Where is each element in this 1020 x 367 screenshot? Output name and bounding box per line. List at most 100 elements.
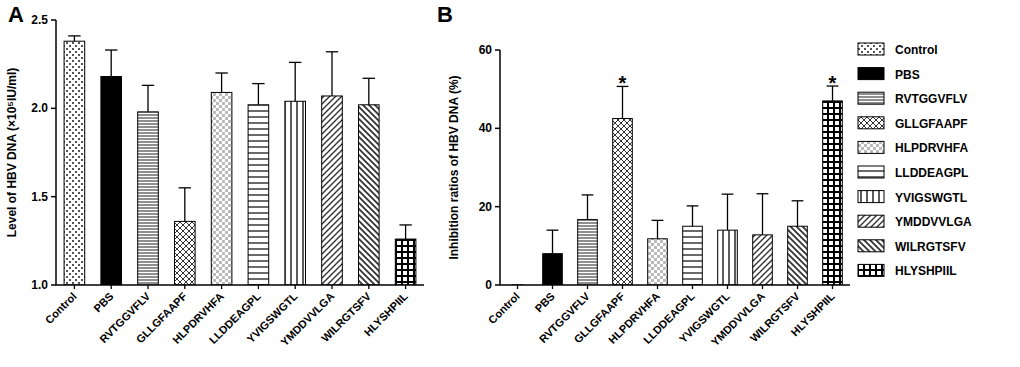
tick-label: 1.0 bbox=[31, 278, 48, 292]
error-bar bbox=[757, 194, 769, 235]
tick bbox=[405, 285, 406, 289]
bars bbox=[64, 36, 416, 285]
tick bbox=[495, 128, 500, 130]
legend-label: GLLGFAAPF bbox=[895, 117, 968, 131]
tick bbox=[51, 108, 56, 110]
tick bbox=[587, 285, 588, 289]
tick bbox=[295, 285, 296, 289]
tick bbox=[51, 19, 56, 21]
bar bbox=[648, 239, 668, 285]
axis-label: Inhibition ratios of HBV DNA (%) bbox=[447, 75, 461, 259]
tick bbox=[111, 285, 112, 289]
tick bbox=[622, 285, 623, 289]
tick-label: PBS bbox=[91, 290, 115, 314]
legend-label: YMDDVVLGA bbox=[895, 215, 972, 229]
tick-label: 2.5 bbox=[31, 13, 48, 27]
bar bbox=[285, 101, 306, 285]
error-bar bbox=[792, 201, 804, 226]
y-axis bbox=[55, 20, 57, 285]
error-bar bbox=[652, 220, 664, 238]
tick-label: 2.0 bbox=[31, 101, 48, 115]
tick bbox=[221, 285, 222, 289]
figure: A Level of HBV DNA (×10⁵IU/ml) 1.0 1.5 2.0 2.… bbox=[0, 0, 1020, 367]
tick bbox=[147, 285, 148, 289]
legend-label: YVIGSWGTL bbox=[895, 191, 967, 205]
legend-swatch bbox=[858, 43, 884, 55]
tick-label: 60 bbox=[479, 43, 493, 57]
bar bbox=[358, 105, 379, 285]
legend-swatch bbox=[858, 141, 884, 153]
tick bbox=[258, 285, 259, 289]
bar bbox=[64, 41, 85, 285]
tick-label: PBS bbox=[532, 290, 556, 314]
tick-label: WILRGTSFV bbox=[319, 289, 374, 344]
panel-label: B bbox=[437, 2, 453, 27]
legend-swatch bbox=[858, 92, 884, 104]
bar bbox=[322, 96, 343, 285]
legend-swatch bbox=[858, 191, 884, 203]
bar bbox=[823, 101, 843, 285]
error-bar bbox=[722, 194, 734, 230]
bar bbox=[138, 112, 159, 285]
bar bbox=[753, 235, 773, 285]
bar bbox=[788, 226, 808, 285]
tick bbox=[797, 285, 798, 289]
legend-label: PBS bbox=[895, 68, 920, 82]
error-bar bbox=[215, 73, 227, 92]
error-bar bbox=[105, 50, 117, 77]
tick-label: 0 bbox=[485, 278, 492, 292]
legend-label: RVTGGVFLV bbox=[895, 92, 967, 106]
legend-swatch bbox=[858, 117, 884, 129]
tick-label: Control bbox=[486, 290, 522, 326]
tick bbox=[368, 285, 369, 289]
error-bar bbox=[252, 84, 264, 105]
error-bar bbox=[179, 188, 191, 222]
panel-label: A bbox=[8, 2, 24, 27]
legend-swatch bbox=[858, 240, 884, 252]
bar bbox=[211, 92, 232, 285]
panel: BInhibition ratios of HBV DNA (%)0204060… bbox=[437, 2, 850, 348]
legend-swatch bbox=[858, 215, 884, 227]
tick bbox=[331, 285, 332, 289]
tick bbox=[832, 285, 833, 289]
tick bbox=[51, 284, 56, 286]
legend-swatch bbox=[858, 166, 884, 178]
tick bbox=[74, 285, 75, 289]
annotation: * bbox=[829, 72, 837, 94]
bars bbox=[512, 86, 843, 285]
tick-label: HLYSHPIIL bbox=[362, 290, 411, 339]
legend-label: HLYSHPIIL bbox=[895, 264, 957, 278]
bar bbox=[395, 239, 416, 285]
bar bbox=[174, 221, 195, 285]
legend-label: Control bbox=[895, 43, 938, 57]
tick-label: 20 bbox=[479, 200, 493, 214]
y-axis bbox=[499, 50, 501, 285]
tick-label: 1.5 bbox=[31, 190, 48, 204]
tick-label: Control bbox=[43, 290, 79, 326]
panel: A Level of HBV DNA (×10⁵IU/ml) 1.0 1.5 2.0 2.… bbox=[5, 2, 424, 348]
bar bbox=[683, 226, 703, 285]
tick bbox=[552, 285, 553, 289]
tick bbox=[495, 284, 500, 286]
tick bbox=[495, 206, 500, 208]
tick bbox=[184, 285, 185, 289]
error-bar bbox=[326, 52, 338, 96]
annotation: * bbox=[619, 72, 627, 94]
error-bar bbox=[363, 78, 375, 105]
legend-label: LLDDEAGPL bbox=[895, 166, 968, 180]
error-bar bbox=[582, 195, 594, 220]
bar bbox=[613, 119, 633, 285]
error-bar bbox=[399, 225, 411, 239]
axis-label: Level of HBV DNA (×10⁵IU/ml) bbox=[5, 68, 19, 238]
bar bbox=[578, 220, 598, 285]
legend-swatch bbox=[858, 68, 884, 80]
tick bbox=[495, 49, 500, 51]
bar bbox=[543, 254, 563, 285]
bar bbox=[248, 105, 269, 285]
tick bbox=[51, 196, 56, 198]
error-bar bbox=[547, 230, 559, 254]
tick bbox=[727, 285, 728, 289]
bar bbox=[101, 77, 122, 285]
tick bbox=[517, 285, 518, 289]
bar bbox=[718, 230, 738, 285]
